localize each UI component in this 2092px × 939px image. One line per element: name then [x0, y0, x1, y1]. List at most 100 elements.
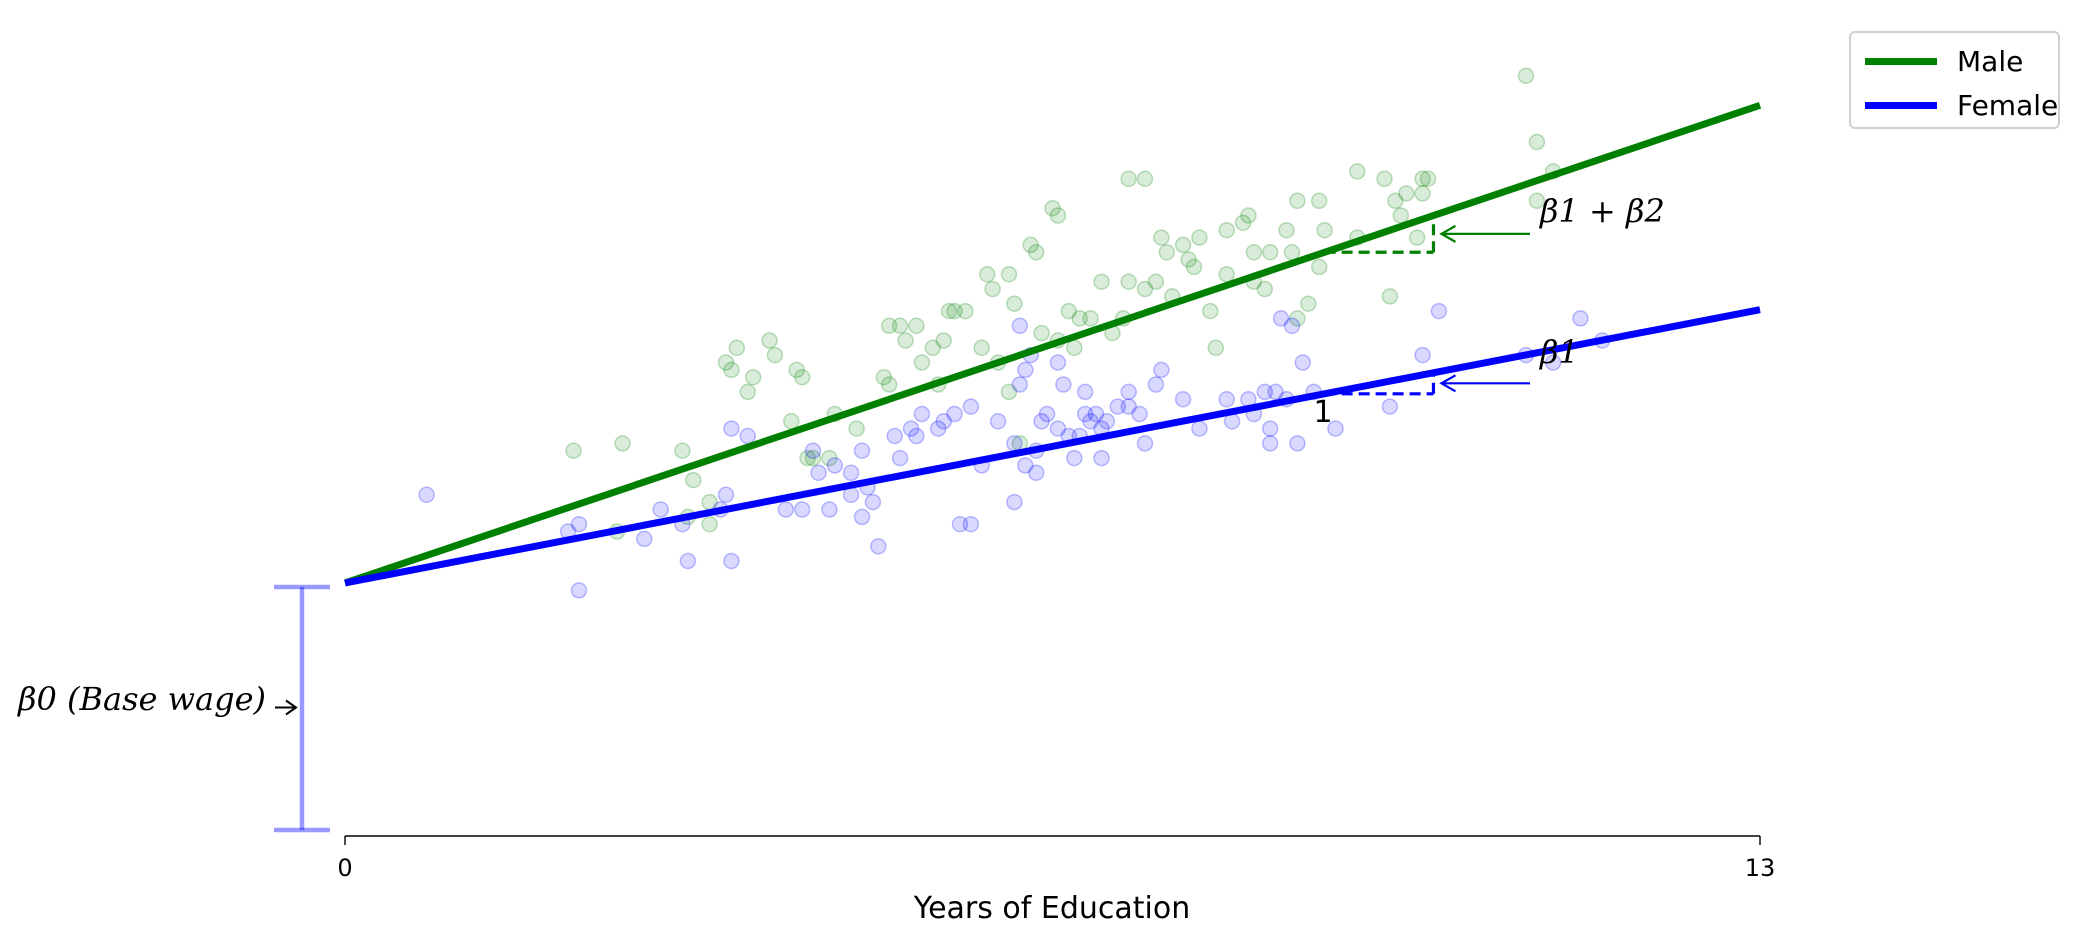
scatter-point-female-58 [1147, 376, 1165, 393]
scatter-point-female-2 [570, 515, 588, 533]
scatter-point-female-16 [810, 464, 827, 482]
scatter-point-female-70 [1272, 310, 1290, 327]
female-slope-label: β1 [1539, 333, 1579, 371]
scatter-point-female-46 [1038, 405, 1056, 423]
scatter-point-male-73 [1136, 170, 1154, 188]
scatter-point-female-49 [1076, 383, 1094, 401]
scatter-point-female-30 [929, 420, 947, 437]
scatter-point-female-72 [1294, 354, 1312, 371]
scatter-point-female-7 [679, 552, 697, 570]
scatter-point-female-41 [1006, 435, 1023, 452]
scatter-point-male-56 [1093, 273, 1110, 290]
scatter-point-male-70 [1256, 280, 1274, 298]
scatter-point-female-52 [1082, 413, 1099, 430]
scatter-point-female-68 [1289, 435, 1306, 452]
legend-swatch-male [1865, 57, 1937, 65]
scatter-point-female-23 [853, 508, 871, 526]
scatter-point-male-29 [924, 339, 942, 357]
scatter-point-male-1 [614, 435, 631, 452]
scatter-point-female-26 [902, 420, 920, 437]
scatter-point-female-73 [1327, 420, 1344, 437]
scatter-point-female-66 [1261, 420, 1279, 437]
scatter-point-male-31 [913, 354, 931, 371]
scatter-point-female-36 [1011, 376, 1029, 393]
scatter-point-male-12 [761, 332, 778, 349]
scatter-point-male-25 [891, 317, 909, 335]
x-axis-label: Years of Education [913, 891, 1191, 926]
scatter-point-female-10 [723, 552, 740, 570]
scatter-point-male-93 [1387, 192, 1404, 210]
scatter-point-male-19 [804, 449, 822, 467]
scatter-layer [418, 67, 1611, 599]
scatter-point-male-67 [1218, 221, 1235, 239]
scatter-point-male-15 [788, 361, 805, 379]
scatter-point-male-74 [1207, 339, 1225, 357]
scatter-point-male-20 [821, 449, 838, 467]
scatter-point-male-100 [1218, 266, 1235, 283]
scatter-point-male-95 [1528, 192, 1546, 210]
scatter-point-female-77 [1430, 302, 1448, 320]
scatter-point-female-31 [946, 405, 963, 423]
scatter-point-male-34 [946, 302, 963, 320]
scatter-point-female-80 [1544, 354, 1562, 371]
legend: Male Female [1849, 31, 2060, 129]
scatter-point-male-72 [1120, 170, 1137, 188]
line-layer [343, 101, 1762, 587]
scatter-point-male-86 [1283, 244, 1301, 261]
scatter-point-female-47 [1049, 354, 1067, 371]
male-slope-label: β1 + β2 [1539, 192, 1665, 230]
scatter-point-male-77 [1349, 163, 1366, 180]
scatter-point-male-18 [799, 449, 816, 467]
scatter-point-male-46 [1049, 207, 1067, 224]
scatter-point-female-0 [418, 486, 435, 504]
scatter-point-male-84 [1300, 295, 1317, 312]
scatter-point-female-57 [1120, 383, 1137, 401]
scatter-point-female-18 [826, 457, 844, 474]
scatter-point-male-24 [880, 376, 898, 393]
scatter-point-male-13 [766, 346, 784, 364]
scatter-point-female-54 [1087, 405, 1105, 423]
scatter-point-female-3 [570, 582, 588, 599]
scatter-point-female-37 [1017, 361, 1034, 379]
scatter-point-female-32 [962, 398, 980, 415]
scatter-point-male-91 [1414, 170, 1431, 188]
scatter-point-male-49 [1060, 302, 1078, 320]
scatter-point-male-65 [1180, 251, 1197, 268]
scatter-point-male-81 [1398, 185, 1415, 202]
scatter-point-female-88 [1120, 398, 1137, 415]
scatter-point-male-47 [1027, 244, 1045, 261]
scatter-point-female-29 [935, 413, 952, 430]
scatter-point-female-43 [1006, 493, 1023, 511]
scatter-point-female-25 [864, 493, 882, 511]
scatter-point-male-6 [701, 515, 718, 533]
scatter-point-female-62 [1191, 420, 1208, 437]
slope-arrowhead-male [1439, 224, 1457, 243]
scatter-point-male-83 [1381, 288, 1399, 305]
scatter-point-female-65 [1256, 383, 1274, 401]
scatter-point-male-98 [1240, 207, 1257, 224]
scatter-point-male-79 [1414, 185, 1431, 202]
scatter-point-female-55 [1093, 449, 1110, 467]
scatter-point-female-78 [1414, 346, 1431, 364]
scatter-point-male-44 [1022, 236, 1039, 254]
scatter-point-female-14 [793, 501, 811, 518]
scatter-point-female-19 [842, 464, 860, 482]
scatter-point-female-61 [1174, 391, 1192, 408]
scatter-point-male-97 [1528, 133, 1546, 151]
scatter-point-male-80 [1419, 170, 1437, 188]
slope-arrowhead-female [1439, 374, 1457, 393]
scatter-point-male-38 [1000, 383, 1018, 401]
legend-item-male: Male [1865, 41, 2023, 81]
scatter-point-male-23 [875, 368, 893, 386]
scatter-point-female-28 [886, 427, 903, 445]
scatter-point-male-55 [1066, 339, 1083, 357]
scatter-point-female-17 [804, 442, 822, 459]
scatter-point-male-42 [1000, 266, 1018, 283]
scatter-point-female-86 [1033, 413, 1050, 430]
scatter-point-female-45 [1049, 420, 1067, 437]
scatter-point-male-96 [1517, 67, 1535, 85]
intercept-arrowhead [285, 699, 298, 716]
scatter-point-male-30 [935, 332, 952, 349]
scatter-point-female-60 [1153, 361, 1170, 379]
scatter-point-male-40 [978, 266, 996, 283]
